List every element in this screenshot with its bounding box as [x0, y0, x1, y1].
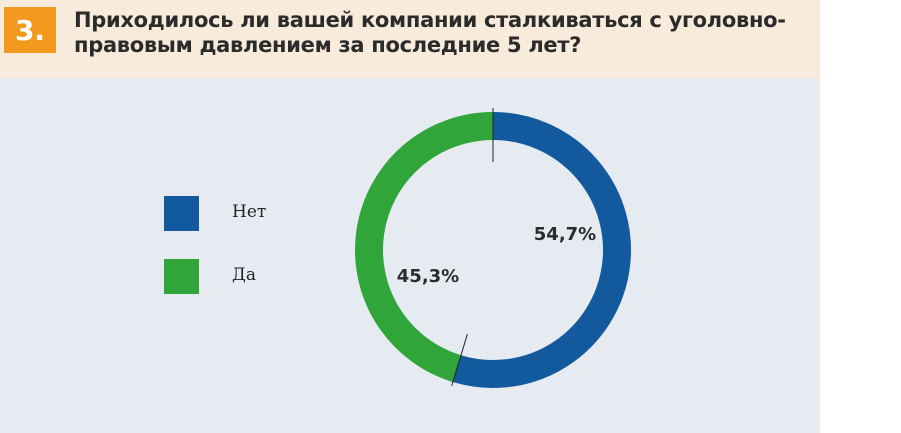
slice-separator-1: [451, 334, 468, 386]
question-title-line-1: Приходилось ли вашей компании сталкивать…: [74, 8, 786, 32]
donut-slice-da: [355, 112, 494, 383]
donut-label-net: 54,7%: [534, 224, 596, 245]
question-title: Приходилось ли вашей компании сталкивать…: [74, 8, 814, 58]
legend-label-da: Да: [232, 265, 256, 285]
legend-item-net: Нет: [164, 196, 364, 232]
chart-panel: [0, 78, 820, 433]
legend-item-da: Да: [164, 259, 364, 295]
question-header: 3. Приходилось ли вашей компании сталкив…: [0, 0, 820, 78]
question-number-badge: 3.: [4, 7, 56, 53]
donut-slice-net: [452, 112, 631, 388]
legend-swatch-da: [164, 259, 199, 294]
donut-label-da: 45,3%: [397, 266, 459, 287]
legend-swatch-net: [164, 196, 199, 231]
survey-card: 3. Приходилось ли вашей компании сталкив…: [0, 0, 820, 433]
donut-chart: 54,7% 45,3%: [355, 108, 631, 388]
question-title-line-2: правовым давлением за последние 5 лет?: [74, 33, 582, 57]
legend-label-net: Нет: [232, 202, 267, 222]
